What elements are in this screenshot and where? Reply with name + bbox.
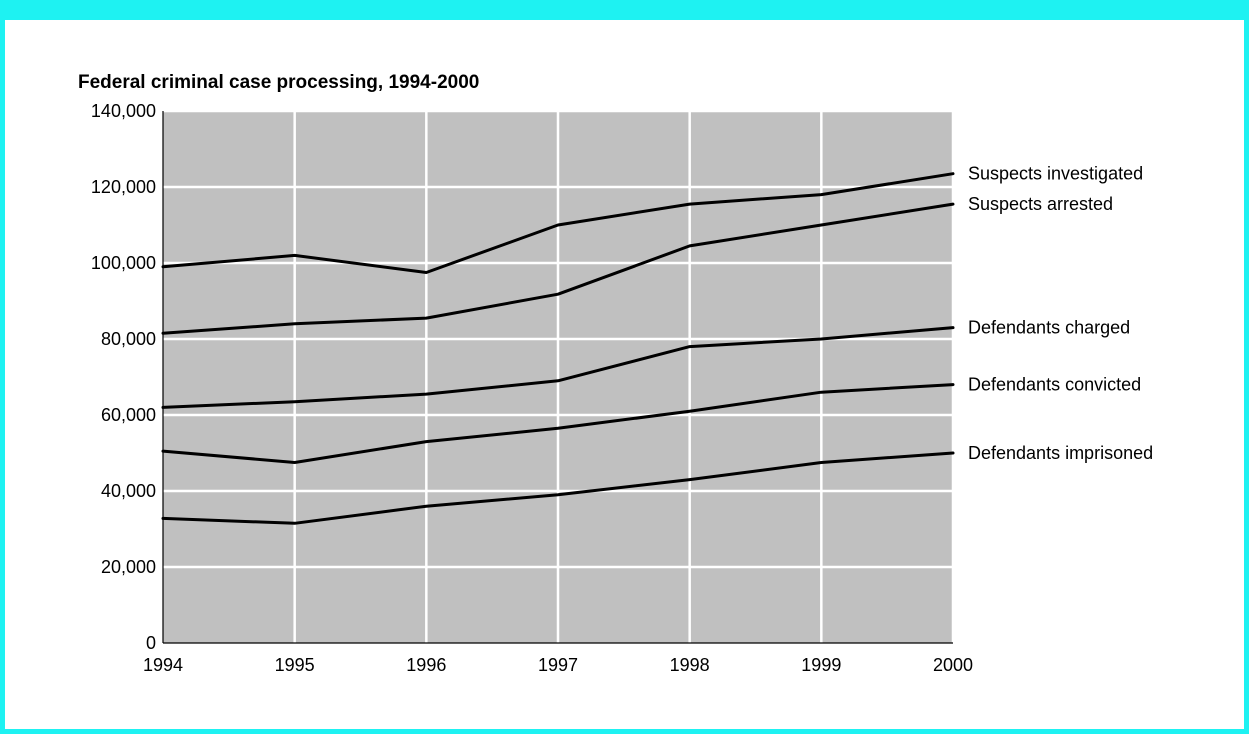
series-line <box>161 451 955 525</box>
y-tick-label: 80,000 <box>101 329 156 349</box>
grid-lines <box>163 109 955 643</box>
series-line <box>161 326 955 409</box>
y-tick-label: 140,000 <box>91 101 156 121</box>
y-tick-label: 40,000 <box>101 481 156 501</box>
series-line <box>161 202 955 335</box>
y-tick-label: 60,000 <box>101 405 156 425</box>
y-tick-label: 0 <box>146 633 156 653</box>
x-tick-label: 1997 <box>538 655 578 675</box>
x-tick-label: 1996 <box>406 655 446 675</box>
series-label: Defendants imprisoned <box>968 443 1153 463</box>
x-tick-label: 1999 <box>801 655 841 675</box>
series-line <box>161 383 955 464</box>
y-axis-tick-labels: 0 20,000 40,000 60,000 80,000 100,000 120,000 1… <box>91 101 156 653</box>
x-axis-tick-labels: 1994 1995 1996 1997 1998 1999 2000 <box>143 655 973 675</box>
y-tick-label: 20,000 <box>101 557 156 577</box>
series-line <box>161 172 955 274</box>
y-tick-label: 120,000 <box>91 177 156 197</box>
axes <box>162 111 953 644</box>
y-tick-label: 100,000 <box>91 253 156 273</box>
series-label: Suspects investigated <box>968 164 1143 184</box>
series-label: Defendants convicted <box>968 375 1141 395</box>
x-tick-label: 1998 <box>670 655 710 675</box>
series-lines <box>161 172 955 525</box>
chart-title: Federal criminal case processing, 1994-2… <box>78 72 480 93</box>
series-labels: Suspects investigated Suspects arrested De… <box>968 164 1153 463</box>
x-tick-label: 2000 <box>933 655 973 675</box>
series-label: Suspects arrested <box>968 194 1113 214</box>
series-label: Defendants charged <box>968 318 1130 338</box>
x-tick-label: 1994 <box>143 655 183 675</box>
x-tick-label: 1995 <box>275 655 315 675</box>
